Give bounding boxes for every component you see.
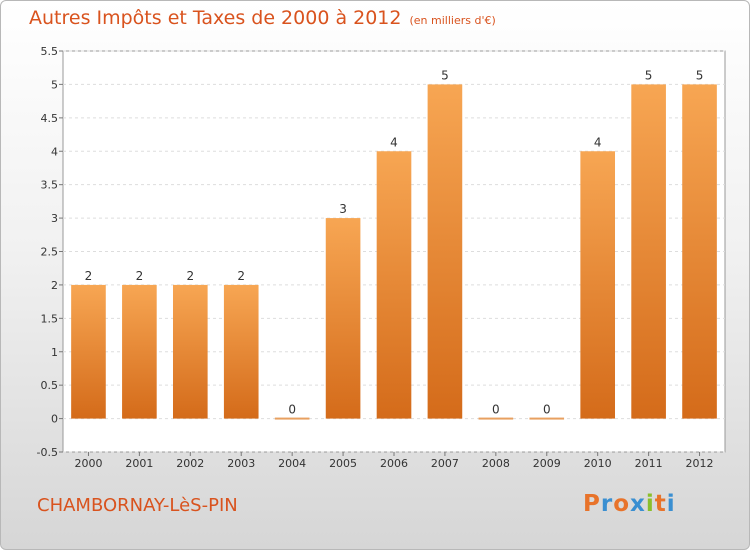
data-labels: 2 2 2 2 0 3 4 5 0 0 4 5 5: [85, 68, 704, 416]
y-tick-label: 1: [51, 346, 58, 359]
data-label: 5: [441, 68, 449, 82]
bar: [71, 284, 106, 419]
bar: [376, 151, 412, 419]
commune-name: CHAMBORNAY-LèS-PIN: [37, 495, 238, 516]
data-label: 4: [594, 135, 602, 149]
bar: [529, 417, 565, 420]
unit-note: (en milliers d'€): [409, 14, 496, 27]
data-label: 2: [237, 269, 245, 283]
logo-letter: o: [613, 491, 631, 517]
y-tick-label: 3: [51, 212, 58, 225]
y-tick-label: 0.5: [41, 379, 59, 392]
x-tick-label: 2000: [74, 457, 102, 470]
bar: [580, 151, 616, 419]
data-label: 0: [543, 403, 551, 417]
x-tick-label: 2009: [533, 457, 561, 470]
bar: [325, 218, 361, 419]
y-axis: -0.5 0 0.5 1 1.5 2 2.5 3 3.5 4 4.5 5 5.5: [37, 45, 63, 459]
bars: [71, 84, 717, 420]
logo-letter: r: [600, 491, 614, 517]
y-tick-label: -0.5: [37, 446, 58, 459]
data-label: 4: [390, 135, 398, 149]
x-tick-label: 2005: [329, 457, 357, 470]
x-tick-label: 2010: [584, 457, 612, 470]
bar: [274, 417, 310, 420]
x-tick-label: 2003: [227, 457, 255, 470]
bar: [223, 284, 259, 419]
bar: [427, 84, 463, 419]
x-tick-label: 2004: [278, 457, 306, 470]
data-label: 2: [136, 269, 144, 283]
bar: [478, 417, 514, 420]
chart-title-text: Autres Impôts et Taxes de 2000 à 2012: [29, 7, 402, 29]
y-tick-label: 4.5: [41, 112, 59, 125]
x-axis: 2000 2001 2002 2003 2004 2005 2006 2007 2008 2009…: [74, 452, 714, 470]
bar: [122, 284, 157, 419]
y-tick-label: 5.5: [41, 45, 59, 58]
proxiti-logo: Proxiti: [583, 491, 676, 517]
data-label: 0: [288, 403, 296, 417]
bar: [682, 84, 717, 419]
bar: [631, 84, 666, 419]
data-label: 2: [85, 269, 93, 283]
logo-letter: i: [666, 491, 676, 517]
y-tick-label: 3.5: [41, 179, 59, 192]
logo-letter: t: [654, 491, 667, 517]
x-tick-label: 2011: [635, 457, 663, 470]
data-label: 3: [339, 202, 347, 216]
y-tick-label: 1.5: [41, 312, 59, 325]
y-tick-label: 0: [51, 413, 58, 426]
x-tick-label: 2012: [686, 457, 714, 470]
y-tick-label: 2: [51, 279, 58, 292]
x-tick-label: 2008: [482, 457, 510, 470]
logo-letter: P: [583, 491, 601, 517]
x-tick-label: 2006: [380, 457, 408, 470]
y-tick-label: 5: [51, 78, 58, 91]
y-tick-label: 2.5: [41, 246, 59, 259]
x-tick-label: 2002: [176, 457, 204, 470]
x-tick-label: 2007: [431, 457, 459, 470]
data-label: 5: [645, 68, 653, 82]
data-label: 5: [696, 68, 704, 82]
chart-title: Autres Impôts et Taxes de 2000 à 2012 (en…: [29, 7, 496, 29]
logo-letter: i: [645, 491, 655, 517]
data-label: 0: [492, 403, 500, 417]
data-label: 2: [186, 269, 194, 283]
y-tick-label: 4: [51, 145, 58, 158]
x-tick-label: 2001: [125, 457, 153, 470]
logo-letter: x: [630, 491, 646, 517]
bar: [172, 284, 208, 419]
